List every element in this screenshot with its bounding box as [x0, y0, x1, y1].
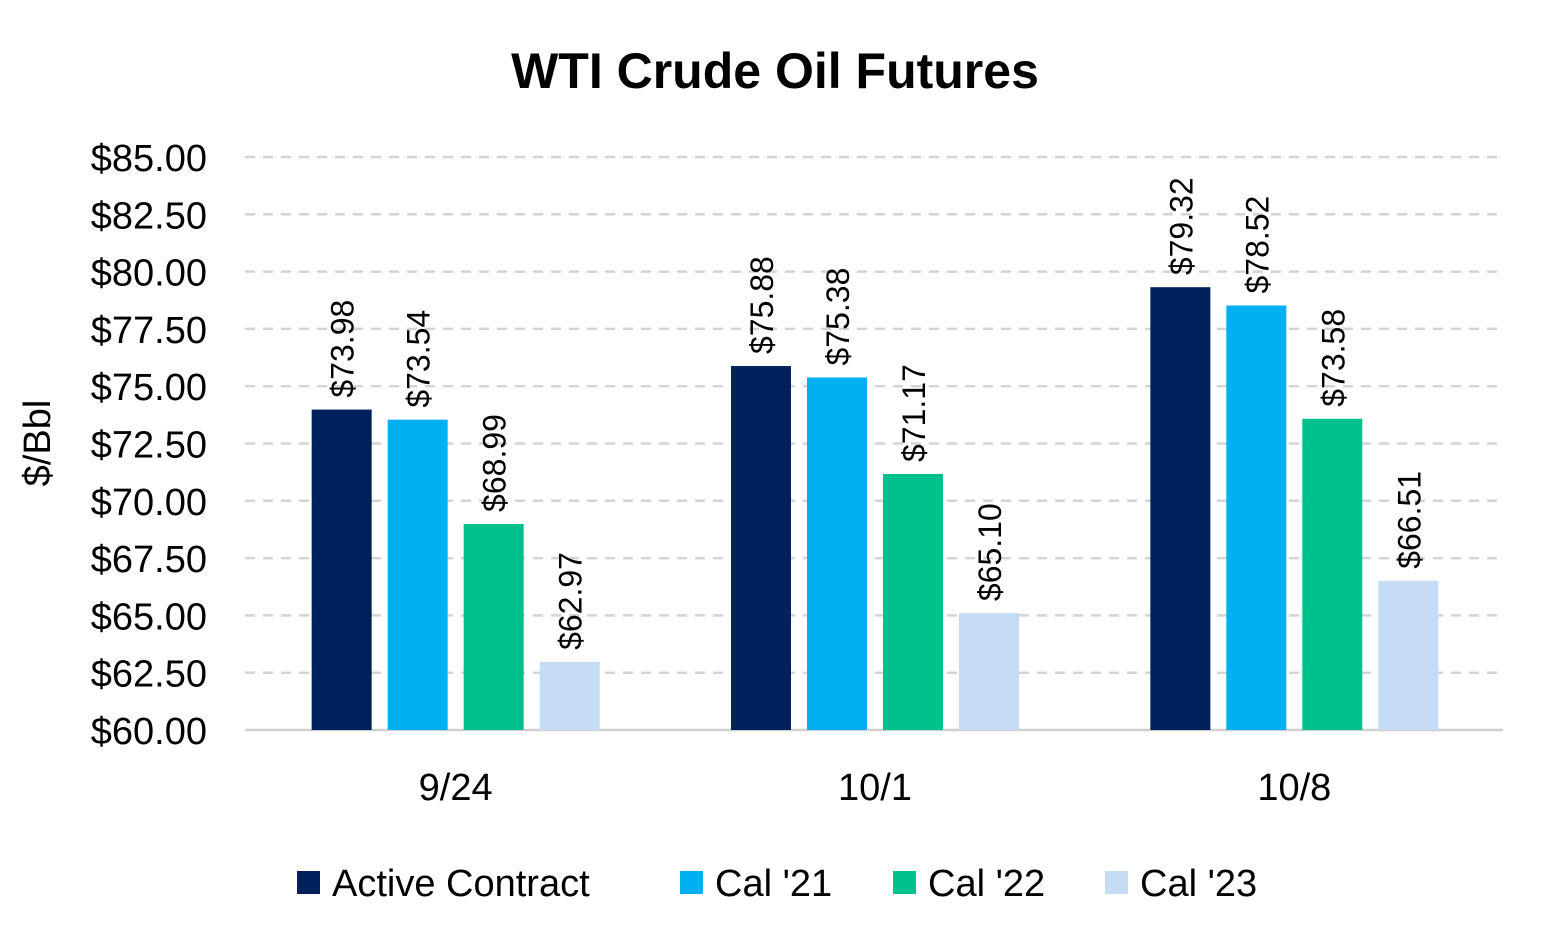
data-label: $75.38 [820, 268, 856, 366]
legend-swatch [680, 871, 703, 894]
data-label: $79.32 [1163, 177, 1199, 275]
bar [539, 661, 600, 730]
data-label: $68.99 [477, 414, 513, 512]
bar [311, 409, 372, 730]
data-label: $73.54 [401, 310, 437, 408]
bar [807, 377, 867, 730]
y-tick-label: $85.00 [91, 138, 207, 180]
x-tick-label: 10/8 [1257, 767, 1331, 809]
bar [1378, 580, 1439, 730]
x-tick-label: 9/24 [419, 767, 493, 809]
bar [883, 473, 943, 730]
bar [387, 419, 448, 730]
bar [731, 366, 791, 730]
legend-label: Cal '21 [715, 863, 832, 905]
y-tick-label: $80.00 [91, 253, 207, 295]
data-label: $66.51 [1391, 471, 1427, 569]
data-label: $78.52 [1239, 196, 1275, 294]
data-label: $65.10 [972, 503, 1008, 601]
y-tick-label: $70.00 [91, 482, 207, 524]
y-axis-label: $/Bbl [17, 400, 59, 487]
data-label: $75.88 [744, 256, 780, 354]
y-tick-label: $82.50 [91, 195, 207, 237]
y-tick-label: $75.00 [91, 367, 207, 409]
data-label: $62.97 [553, 552, 589, 650]
chart-title: WTI Crude Oil Futures [511, 43, 1039, 99]
bar [959, 613, 1019, 730]
data-label: $73.98 [325, 300, 361, 398]
y-tick-label: $65.00 [91, 596, 207, 638]
y-tick-label: $62.50 [91, 654, 207, 696]
legend-label: Cal '22 [928, 863, 1045, 905]
bar [1302, 418, 1363, 730]
legend-swatch [1105, 871, 1128, 894]
bar [463, 523, 524, 730]
bar [1226, 305, 1287, 730]
y-tick-label: $77.50 [91, 310, 207, 352]
data-label: $73.58 [1315, 309, 1351, 407]
bar [1150, 287, 1211, 730]
data-label: $71.17 [896, 364, 932, 462]
legend-swatch [297, 871, 320, 894]
legend-swatch [893, 871, 916, 894]
x-tick-label: 10/1 [838, 767, 912, 809]
y-tick-label: $60.00 [91, 711, 207, 753]
y-tick-label: $67.50 [91, 539, 207, 581]
legend-label: Active Contract [332, 863, 590, 905]
y-tick-label: $72.50 [91, 425, 207, 467]
legend-label: Cal '23 [1140, 863, 1257, 905]
